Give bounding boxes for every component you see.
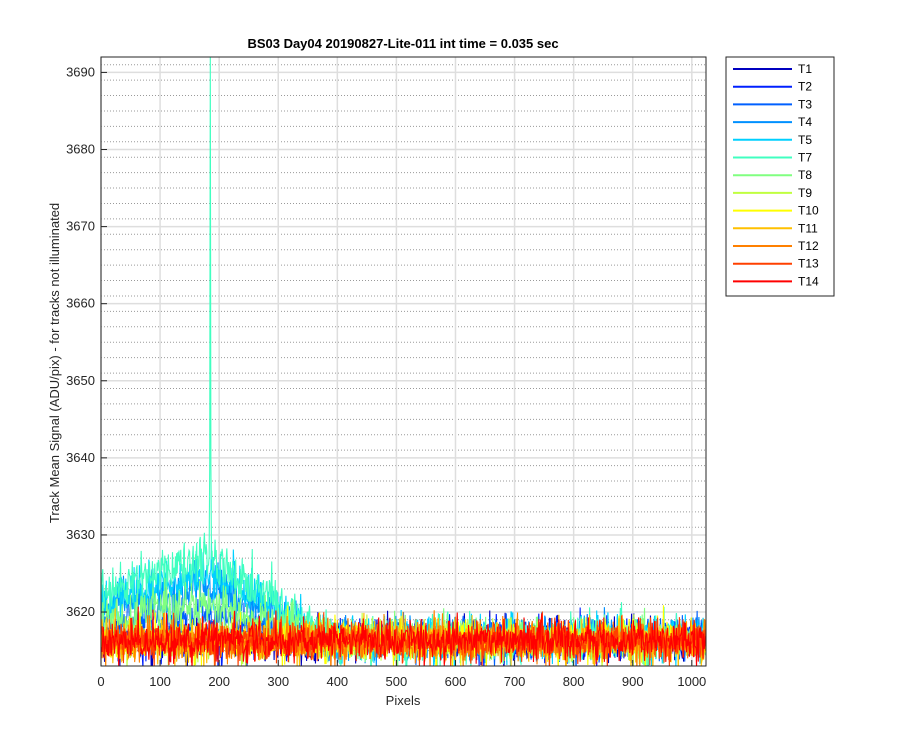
x-axis-ticks: 0 100 200 300 400 500 600 700 800 900 1000: [97, 660, 706, 689]
y-tick-label: 3620: [66, 604, 95, 619]
y-tick-label: 3640: [66, 450, 95, 465]
legend-box: [725, 56, 835, 297]
legend-label-t9: T9: [798, 186, 812, 200]
major-grid: [100, 57, 706, 666]
y-tick-label: 3630: [66, 527, 95, 542]
legend-label-t1: T1: [798, 62, 812, 76]
legend-label-t2: T2: [798, 80, 812, 94]
legend-label-t10: T10: [798, 204, 819, 218]
x-tick-label: 0: [97, 674, 104, 689]
y-tick-label: 3650: [66, 373, 95, 388]
legend-label-t12: T12: [798, 239, 819, 253]
plot-frame: [100, 56, 707, 667]
x-tick-label: 700: [504, 674, 526, 689]
legend-label-t3: T3: [798, 97, 812, 111]
x-tick-label: 100: [149, 674, 171, 689]
legend-label-t11: T11: [798, 221, 818, 235]
x-tick-label: 600: [445, 674, 467, 689]
legend-label-t7: T7: [798, 151, 812, 165]
legend-label-t4: T4: [798, 115, 812, 129]
y-tick-label: 3670: [66, 219, 95, 234]
legend-label-t8: T8: [798, 168, 812, 182]
chart-title: BS03 Day04 20190827-Lite-011 int time = …: [247, 36, 558, 51]
x-axis-label: Pixels: [386, 693, 421, 708]
series-layer: [101, 57, 706, 666]
x-tick-label: 1000: [677, 674, 706, 689]
y-axis-label: Track Mean Signal (ADU/pix) - for tracks…: [47, 203, 62, 523]
series-line-t14: [101, 606, 706, 666]
legend-label-t5: T5: [798, 133, 812, 147]
y-tick-label: 3660: [66, 296, 95, 311]
minor-grid: [101, 64, 706, 667]
y-axis-ticks: 3620 3630 3640 3650 3660 3670 3680 3690: [66, 64, 107, 619]
legend-label-t14: T14: [798, 274, 819, 288]
x-tick-label: 500: [386, 674, 408, 689]
legend-label-t13: T13: [798, 257, 819, 271]
x-tick-label: 300: [267, 674, 289, 689]
x-tick-label: 400: [326, 674, 348, 689]
y-tick-label: 3690: [66, 64, 95, 79]
x-tick-label: 900: [622, 674, 644, 689]
y-tick-label: 3680: [66, 142, 95, 157]
legend: T1 T2 T3 T4 T5 T7 T8 T9 T10 T11 T12 T13 T14: [725, 56, 835, 297]
x-tick-label: 200: [208, 674, 230, 689]
x-tick-label: 800: [563, 674, 585, 689]
